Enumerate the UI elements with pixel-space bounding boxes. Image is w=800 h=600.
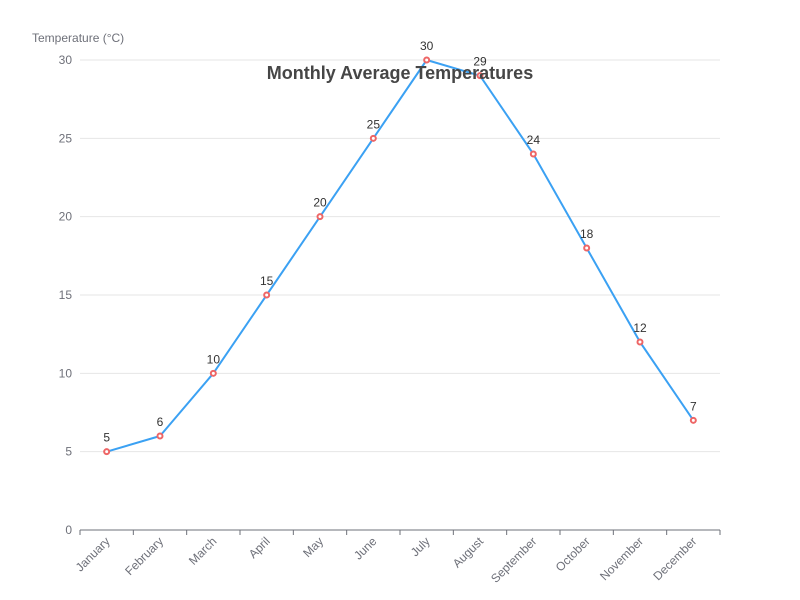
series bbox=[103, 56, 697, 456]
data-point bbox=[103, 448, 111, 456]
y-tick-label: 10 bbox=[59, 366, 73, 380]
series-line bbox=[106, 59, 695, 453]
x-tick-label: May bbox=[300, 534, 326, 560]
data-label: 5 bbox=[103, 431, 110, 445]
y-axis-label: Temperature (°C) bbox=[32, 31, 124, 45]
data-point bbox=[369, 134, 377, 142]
data-label: 25 bbox=[367, 117, 381, 131]
data-label: 7 bbox=[690, 399, 697, 413]
data-label: 24 bbox=[527, 133, 541, 147]
y-tick-label: 20 bbox=[59, 210, 73, 224]
chart-title: Monthly Average Temperatures bbox=[267, 63, 533, 83]
data-point bbox=[636, 338, 644, 346]
data-label: 20 bbox=[313, 196, 327, 210]
grid-lines bbox=[80, 59, 720, 453]
data-point bbox=[529, 150, 537, 158]
x-tick-label: January bbox=[73, 534, 113, 574]
y-tick-label: 30 bbox=[59, 53, 73, 67]
data-point bbox=[156, 432, 164, 440]
x-tick-label: March bbox=[186, 534, 219, 567]
x-tick-label: October bbox=[553, 534, 593, 574]
data-labels: 5 6 10 15 20 25 30 29 24 18 12 7 bbox=[103, 39, 697, 445]
data-label: 15 bbox=[260, 274, 274, 288]
x-tick-label: December bbox=[650, 534, 699, 583]
y-tick-label: 5 bbox=[65, 445, 72, 459]
data-label: 12 bbox=[633, 321, 647, 335]
x-tick-label: November bbox=[597, 534, 646, 583]
x-tick-label: July bbox=[408, 534, 433, 559]
data-point bbox=[423, 56, 431, 64]
data-label: 6 bbox=[157, 415, 164, 429]
data-label: 18 bbox=[580, 227, 594, 241]
x-tick-label: August bbox=[450, 534, 487, 571]
data-point bbox=[689, 416, 697, 424]
data-point bbox=[263, 291, 271, 299]
data-label: 29 bbox=[473, 55, 487, 69]
data-point bbox=[209, 369, 217, 377]
data-point bbox=[583, 244, 591, 252]
x-tick-label: February bbox=[122, 534, 166, 578]
y-tick-label: 0 bbox=[65, 523, 72, 537]
data-point bbox=[476, 72, 484, 80]
axes: 0 5 10 15 20 25 30 January February March April May… bbox=[59, 53, 721, 586]
data-point bbox=[316, 213, 324, 221]
x-tick-label: June bbox=[351, 534, 380, 563]
x-tick-label: September bbox=[488, 534, 539, 585]
data-label: 30 bbox=[420, 39, 434, 53]
y-tick-label: 15 bbox=[59, 288, 73, 302]
y-tick-label: 25 bbox=[59, 131, 73, 145]
data-label: 10 bbox=[207, 352, 221, 366]
x-tick-label: April bbox=[246, 534, 273, 561]
